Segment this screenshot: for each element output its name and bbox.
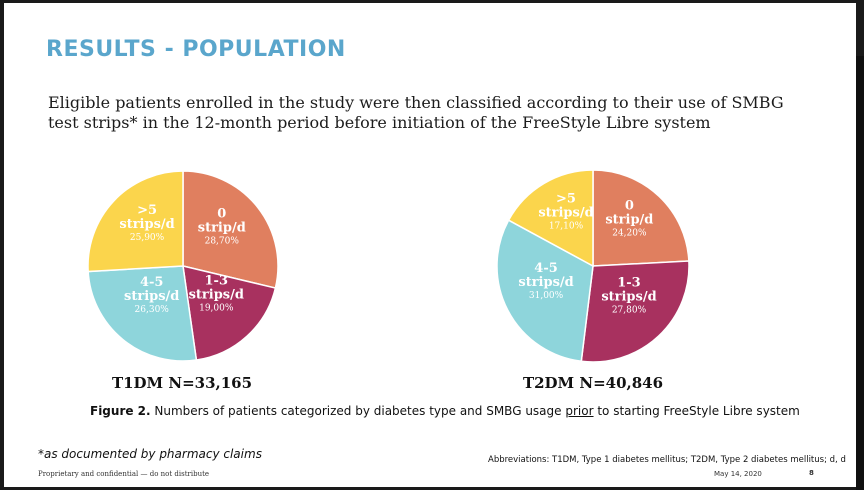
pie1-slice-2-pct: 31,00% — [529, 291, 564, 301]
pie1-slice-2 — [496, 219, 594, 363]
pie1-slice-0-label-0: 0 — [625, 199, 634, 214]
pie1-slice-3-label-0: >5 — [556, 192, 576, 207]
intro-text: Eligible patients enrolled in the study … — [48, 93, 784, 132]
pie1-slice-3 — [507, 169, 594, 268]
footnote: *as documented by pharmacy claims — [38, 447, 262, 461]
pie1-slice-1 — [580, 260, 690, 363]
t1dm-pie-title: T1DM N=33,165 — [111, 374, 253, 392]
figure-caption: Figure 2. Numbers of patients categorize… — [90, 403, 810, 420]
pie0-slice-3-label-1: strips/d — [119, 217, 174, 232]
pie0-slice-2 — [87, 265, 198, 362]
pie0-slice-1-label-0: 1-3 — [205, 274, 229, 289]
pie1-slice-3-pct: 17,10% — [549, 222, 584, 232]
pie0-slice-2-label-1: strips/d — [124, 289, 179, 304]
pie1-slice-2-label-0: 4-5 — [534, 261, 558, 276]
pie0-slice-3 — [87, 170, 184, 273]
figure-caption-before: Numbers of patients categorized by diabe… — [150, 404, 566, 418]
page-number: 8 — [809, 469, 814, 477]
confidential-notice: Proprietary and confidential — do not di… — [38, 470, 210, 478]
pie0-slice-3-label-0: >5 — [137, 203, 157, 218]
slide: RESULTS - POPULATION Eligible patients e… — [4, 3, 856, 487]
pie1-slice-1-label-1: strips/d — [601, 290, 656, 305]
screen-edge — [856, 56, 864, 490]
abbreviations: Abbreviations: T1DM, Type 1 diabetes mel… — [488, 455, 846, 465]
pie0-slice-1 — [182, 265, 277, 361]
pie1-slice-2-label-1: strips/d — [518, 275, 573, 290]
pie0-slice-0-label-1: strip/d — [198, 220, 246, 235]
pie1-slice-3-label-1: strips/d — [538, 206, 593, 221]
pie1-slice-0 — [592, 169, 690, 267]
pie0-slice-0 — [182, 170, 279, 289]
pie0-slice-1-label-1: strips/d — [189, 288, 244, 303]
pie0-slice-3-pct: 25,90% — [130, 233, 165, 243]
pie1-slice-0-pct: 24,20% — [612, 229, 647, 239]
slide-title: RESULTS - POPULATION — [46, 37, 346, 62]
pie1-slice-1-pct: 27,80% — [612, 306, 647, 316]
pie0-slice-1-pct: 19,00% — [199, 304, 234, 314]
t2dm-pie-title: T2DM N=40,846 — [522, 374, 664, 392]
pie1-slice-1-label-0: 1-3 — [617, 276, 641, 291]
t1dm-pie-chart: 0strip/d28,70%1-3strips/d19,00%4-5strips… — [87, 170, 279, 362]
pie0-slice-0-label-0: 0 — [217, 206, 226, 221]
figure-caption-after: to starting FreeStyle Libre system — [593, 404, 800, 418]
figure-caption-underlined: prior — [565, 404, 594, 418]
pie0-slice-2-label-0: 4-5 — [140, 275, 164, 290]
figure-caption-lead: Figure 2. — [90, 404, 151, 418]
pie1-slice-0-label-1: strip/d — [605, 213, 653, 228]
pie0-slice-2-pct: 26,30% — [135, 305, 170, 315]
slide-date: May 14, 2020 — [714, 470, 762, 478]
t2dm-pie-chart: 0strip/d24,20%1-3strips/d27,80%4-5strips… — [496, 169, 690, 363]
pie0-slice-0-pct: 28,70% — [205, 236, 240, 246]
